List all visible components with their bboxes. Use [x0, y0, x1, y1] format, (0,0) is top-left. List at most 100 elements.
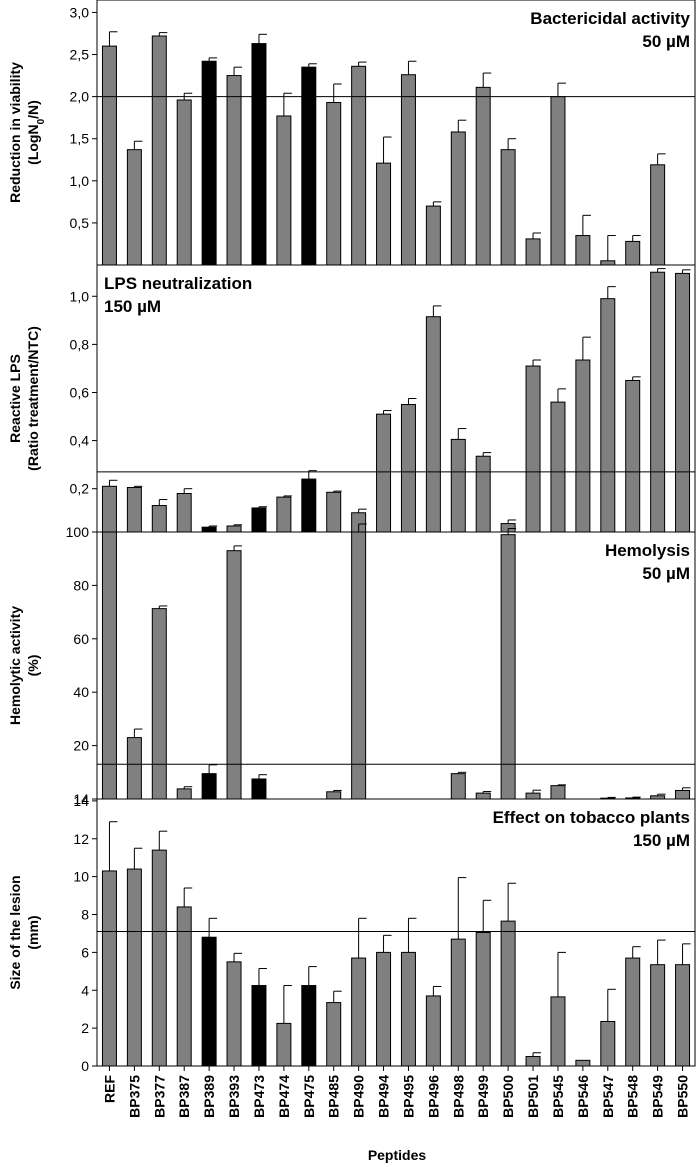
- panel-subtitle: 150 µM: [104, 297, 161, 316]
- y-tick-label: 0: [81, 1058, 89, 1074]
- y-tick-label: 0,2: [70, 481, 90, 497]
- bar-bp547: [600, 260, 616, 266]
- category-label-bp501: BP501: [525, 1075, 541, 1118]
- panel-subtitle: 150 µM: [633, 831, 690, 850]
- category-labels: REF BP375 BP377 BP387 BP389 BP393 BP473 BP474 BP…: [101, 1066, 691, 1118]
- y-tick-label: 10: [73, 869, 89, 885]
- bar-bp498: [450, 773, 466, 800]
- y-axis-label-line2: (mm): [25, 915, 41, 949]
- bar-bp393: [226, 75, 242, 266]
- category-label-bp499: BP499: [475, 1075, 491, 1118]
- category-label-bp550: BP550: [675, 1075, 691, 1118]
- bar-bp498: [450, 131, 466, 266]
- y-tick-label: 14: [73, 793, 89, 809]
- category-label-bp549: BP549: [650, 1075, 666, 1118]
- category-label-bp495: BP495: [400, 1075, 416, 1118]
- bar-bp547: [600, 1021, 616, 1067]
- bar-bp499: [475, 455, 491, 533]
- bar-bp389: [201, 526, 217, 533]
- y-tick-label: 1,0: [70, 288, 90, 304]
- bar-bp389: [201, 60, 217, 266]
- bar-ref: [101, 870, 117, 1067]
- panels: 0,5 1,0 1,5 2,0 2,5 3,0 Bactericidal activity 5…: [7, 0, 696, 1074]
- category-label-bp375: BP375: [126, 1075, 142, 1118]
- bar-bp549: [650, 164, 666, 266]
- y-axis-label: Reactive LPS: [7, 354, 23, 443]
- category-label-bp548: BP548: [625, 1075, 641, 1118]
- bar-bp501: [525, 1056, 541, 1067]
- y-tick-label: 2: [81, 1020, 89, 1036]
- bar-bp548: [625, 240, 641, 266]
- y-axis-label-line2: (Ratio treatment/NTC): [25, 326, 41, 471]
- bar-bp495: [400, 74, 416, 266]
- bar-ref: [101, 485, 117, 533]
- bar-bp375: [126, 149, 142, 266]
- category-label-bp546: BP546: [575, 1075, 591, 1118]
- bar-bp474: [276, 115, 292, 266]
- bar-bp498: [450, 938, 466, 1067]
- bar-bp387: [176, 99, 192, 266]
- y-tick-label: 6: [81, 944, 89, 960]
- bar-bp473: [251, 778, 267, 800]
- bar-bp473: [251, 985, 267, 1067]
- panel-2: 0,2 0,4 0,6 0,8 1,0 LPS neutralization 150 µM R…: [7, 264, 696, 533]
- category-label-bp393: BP393: [226, 1075, 242, 1118]
- y-tick-label: 100: [66, 524, 90, 540]
- bar-bp499: [475, 932, 491, 1067]
- category-label-bp474: BP474: [276, 1075, 292, 1118]
- bar-ref: [101, 531, 117, 800]
- bar-bp501: [525, 365, 541, 533]
- bar-bp500: [500, 920, 516, 1067]
- bar-bp377: [151, 505, 167, 533]
- bar-bp545: [550, 785, 566, 800]
- bar-bp485: [326, 1002, 342, 1067]
- bar-bp393: [226, 550, 242, 800]
- y-tick-label: 0,8: [70, 336, 90, 352]
- category-label-bp545: BP545: [550, 1075, 566, 1118]
- y-axis-label: Reduction in viability: [7, 62, 23, 203]
- bar-bp545: [550, 401, 566, 533]
- bar-bp546: [575, 1059, 591, 1067]
- y-axis-label: Size of the lesion: [7, 875, 23, 989]
- y-axis-label: Hemolytic activity: [7, 606, 23, 725]
- bar-bp494: [376, 413, 392, 533]
- panel-subtitle: 50 µM: [642, 564, 690, 583]
- bar-bp387: [176, 493, 192, 533]
- bar-bp549: [650, 964, 666, 1067]
- panel-title: Hemolysis: [605, 541, 690, 560]
- bar-bp473: [251, 507, 267, 533]
- bar-bp494: [376, 951, 392, 1067]
- bar-bp490: [351, 65, 367, 266]
- bar-bp500: [500, 534, 516, 800]
- bar-bp474: [276, 496, 292, 533]
- bar-ref: [101, 45, 117, 266]
- y-axis-label-line2: (LogN0/N): [25, 100, 47, 165]
- bar-bp496: [425, 995, 441, 1067]
- bar-bp375: [126, 868, 142, 1067]
- bar-bp548: [625, 379, 641, 533]
- y-tick-label: 3,0: [70, 4, 90, 20]
- panel-subtitle: 50 µM: [642, 32, 690, 51]
- y-tick-label: 8: [81, 907, 89, 923]
- bar-bp377: [151, 849, 167, 1067]
- category-label-ref: REF: [101, 1075, 117, 1103]
- bar-bp485: [326, 791, 342, 800]
- category-label-bp389: BP389: [201, 1075, 217, 1118]
- bar-bp550: [675, 964, 691, 1067]
- panel-frame: [96, 798, 696, 1067]
- bar-bp475: [301, 478, 317, 533]
- y-tick-label: 2,5: [70, 47, 90, 63]
- panel-4: 0 2 4 6 8 10 12 14 Effect on tobacco plants 150 µ…: [7, 793, 696, 1074]
- y-tick-label: 2,0: [70, 89, 90, 105]
- bar-bp375: [126, 487, 142, 533]
- category-label-bp498: BP498: [450, 1075, 466, 1118]
- bar-bp499: [475, 792, 491, 800]
- category-label-bp490: BP490: [351, 1075, 367, 1118]
- bar-bp495: [400, 951, 416, 1067]
- bar-bp495: [400, 404, 416, 533]
- bar-bp387: [176, 788, 192, 800]
- y-tick-label: 1,5: [70, 131, 90, 147]
- bar-bp549: [650, 271, 666, 533]
- y-tick-label: 14: [73, 791, 89, 807]
- bar-bp545: [550, 996, 566, 1067]
